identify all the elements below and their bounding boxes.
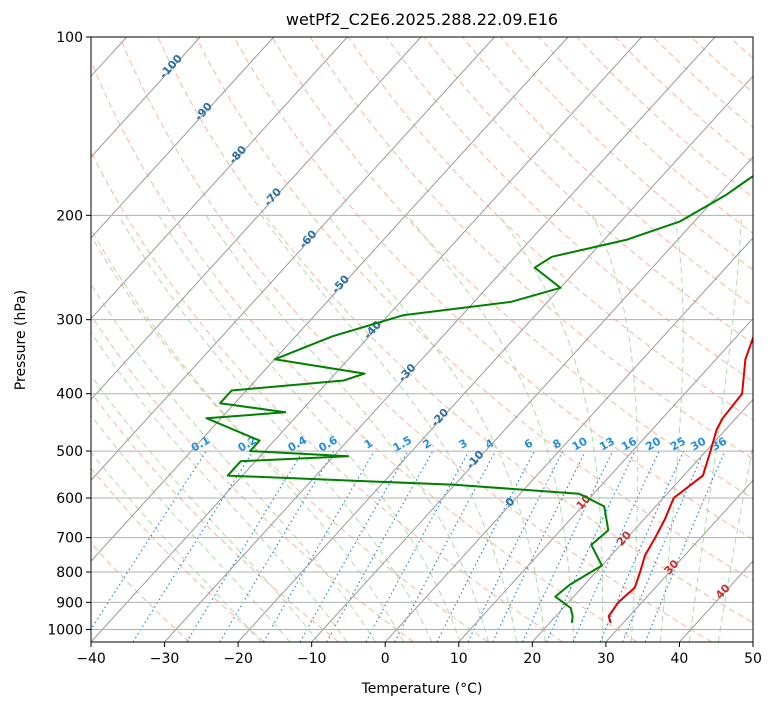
x-tick-label: 0 — [381, 651, 390, 667]
mixing-ratio-line — [91, 450, 207, 631]
plot-frame — [90, 36, 754, 643]
x-axis-title: Temperature (°C) — [361, 681, 483, 697]
y-tick-label: 500 — [56, 444, 83, 460]
x-tick-label: 40 — [671, 651, 689, 667]
dry-adiabat — [119, 37, 713, 642]
x-tick-label: −10 — [297, 651, 327, 667]
dry-adiabat — [91, 542, 191, 642]
mixing-ratio-line — [394, 450, 496, 642]
y-tick-label: 400 — [56, 387, 83, 403]
mixing-ratio-line — [546, 450, 636, 642]
moist-adiabat — [659, 215, 684, 642]
y-tick-label: 900 — [56, 595, 83, 611]
x-axis: −40 −30 −20 −10 0 10 20 30 40 50 — [76, 642, 762, 667]
dry-adiabat — [91, 59, 638, 642]
dry-adiabat — [195, 37, 753, 582]
temperature-line — [607, 334, 753, 624]
y-tick-label: 100 — [56, 30, 83, 46]
moist-adiabat — [327, 214, 546, 642]
x-tick-label: 50 — [744, 651, 762, 667]
mixing-ratio-line — [263, 450, 375, 642]
mixing-ratio-line — [132, 450, 254, 642]
isotherm — [91, 37, 569, 562]
mixing-ratio-line — [219, 450, 335, 642]
moist-adiabat — [91, 228, 405, 642]
y-tick-label: 600 — [56, 491, 83, 507]
mixing-ratio-line — [521, 450, 614, 642]
dry-adiabat — [157, 37, 753, 624]
y-tick-label: 1000 — [47, 622, 83, 638]
isotherm — [164, 37, 716, 642]
moist-adiabat — [406, 214, 575, 642]
x-tick-label: 20 — [523, 651, 541, 667]
moist-adiabat — [91, 451, 262, 642]
moist-adiabat — [717, 442, 753, 642]
y-axis-title: Pressure (hPa) — [13, 290, 29, 390]
dry-adiabat — [91, 150, 563, 642]
y-tick-label: 200 — [56, 208, 83, 224]
mixing-ratio-line — [365, 450, 470, 642]
dry-adiabat — [271, 37, 753, 500]
isotherm — [605, 479, 753, 642]
x-tick-label: 10 — [450, 651, 468, 667]
y-tick-label: 800 — [56, 565, 83, 581]
isotherm — [91, 37, 495, 482]
mixing-ratio-line — [186, 450, 304, 642]
x-tick-label: −40 — [76, 651, 106, 667]
dewpoint-line — [205, 174, 753, 624]
moist-adiabat — [91, 283, 376, 642]
dry-adiabat — [309, 37, 753, 460]
moist-adiabat — [91, 331, 348, 642]
mixing-ratio-line — [467, 450, 564, 642]
isotherm — [91, 37, 422, 401]
moist-adiabat — [158, 215, 461, 642]
dry-adiabat — [347, 37, 753, 421]
dry-adiabat — [385, 37, 753, 383]
chart-title: wetPf2_C2E6.2025.288.22.09.E16 — [286, 10, 558, 30]
dry-adiabat — [91, 467, 265, 642]
isotherm — [91, 37, 275, 239]
y-tick-label: 300 — [56, 313, 83, 329]
isotherm — [91, 37, 642, 642]
isotherm — [384, 237, 753, 642]
isotherm — [531, 398, 753, 642]
x-tick-label: −30 — [150, 651, 180, 667]
isotherm — [91, 37, 201, 158]
moist-adiabat — [498, 215, 604, 642]
isotherm — [458, 317, 753, 642]
moist-adiabat — [688, 215, 742, 642]
isotherm — [311, 156, 753, 642]
x-tick-label: −20 — [223, 651, 253, 667]
dry-adiabat — [91, 234, 489, 642]
isotherm — [91, 37, 348, 320]
moist-adiabat — [592, 215, 639, 642]
isotherm — [237, 75, 753, 642]
y-tick-label: 700 — [56, 531, 83, 547]
y-axis: 100 200 300 400 500 600 700 800 900 1000 — [47, 30, 91, 638]
x-tick-label: 30 — [597, 651, 615, 667]
